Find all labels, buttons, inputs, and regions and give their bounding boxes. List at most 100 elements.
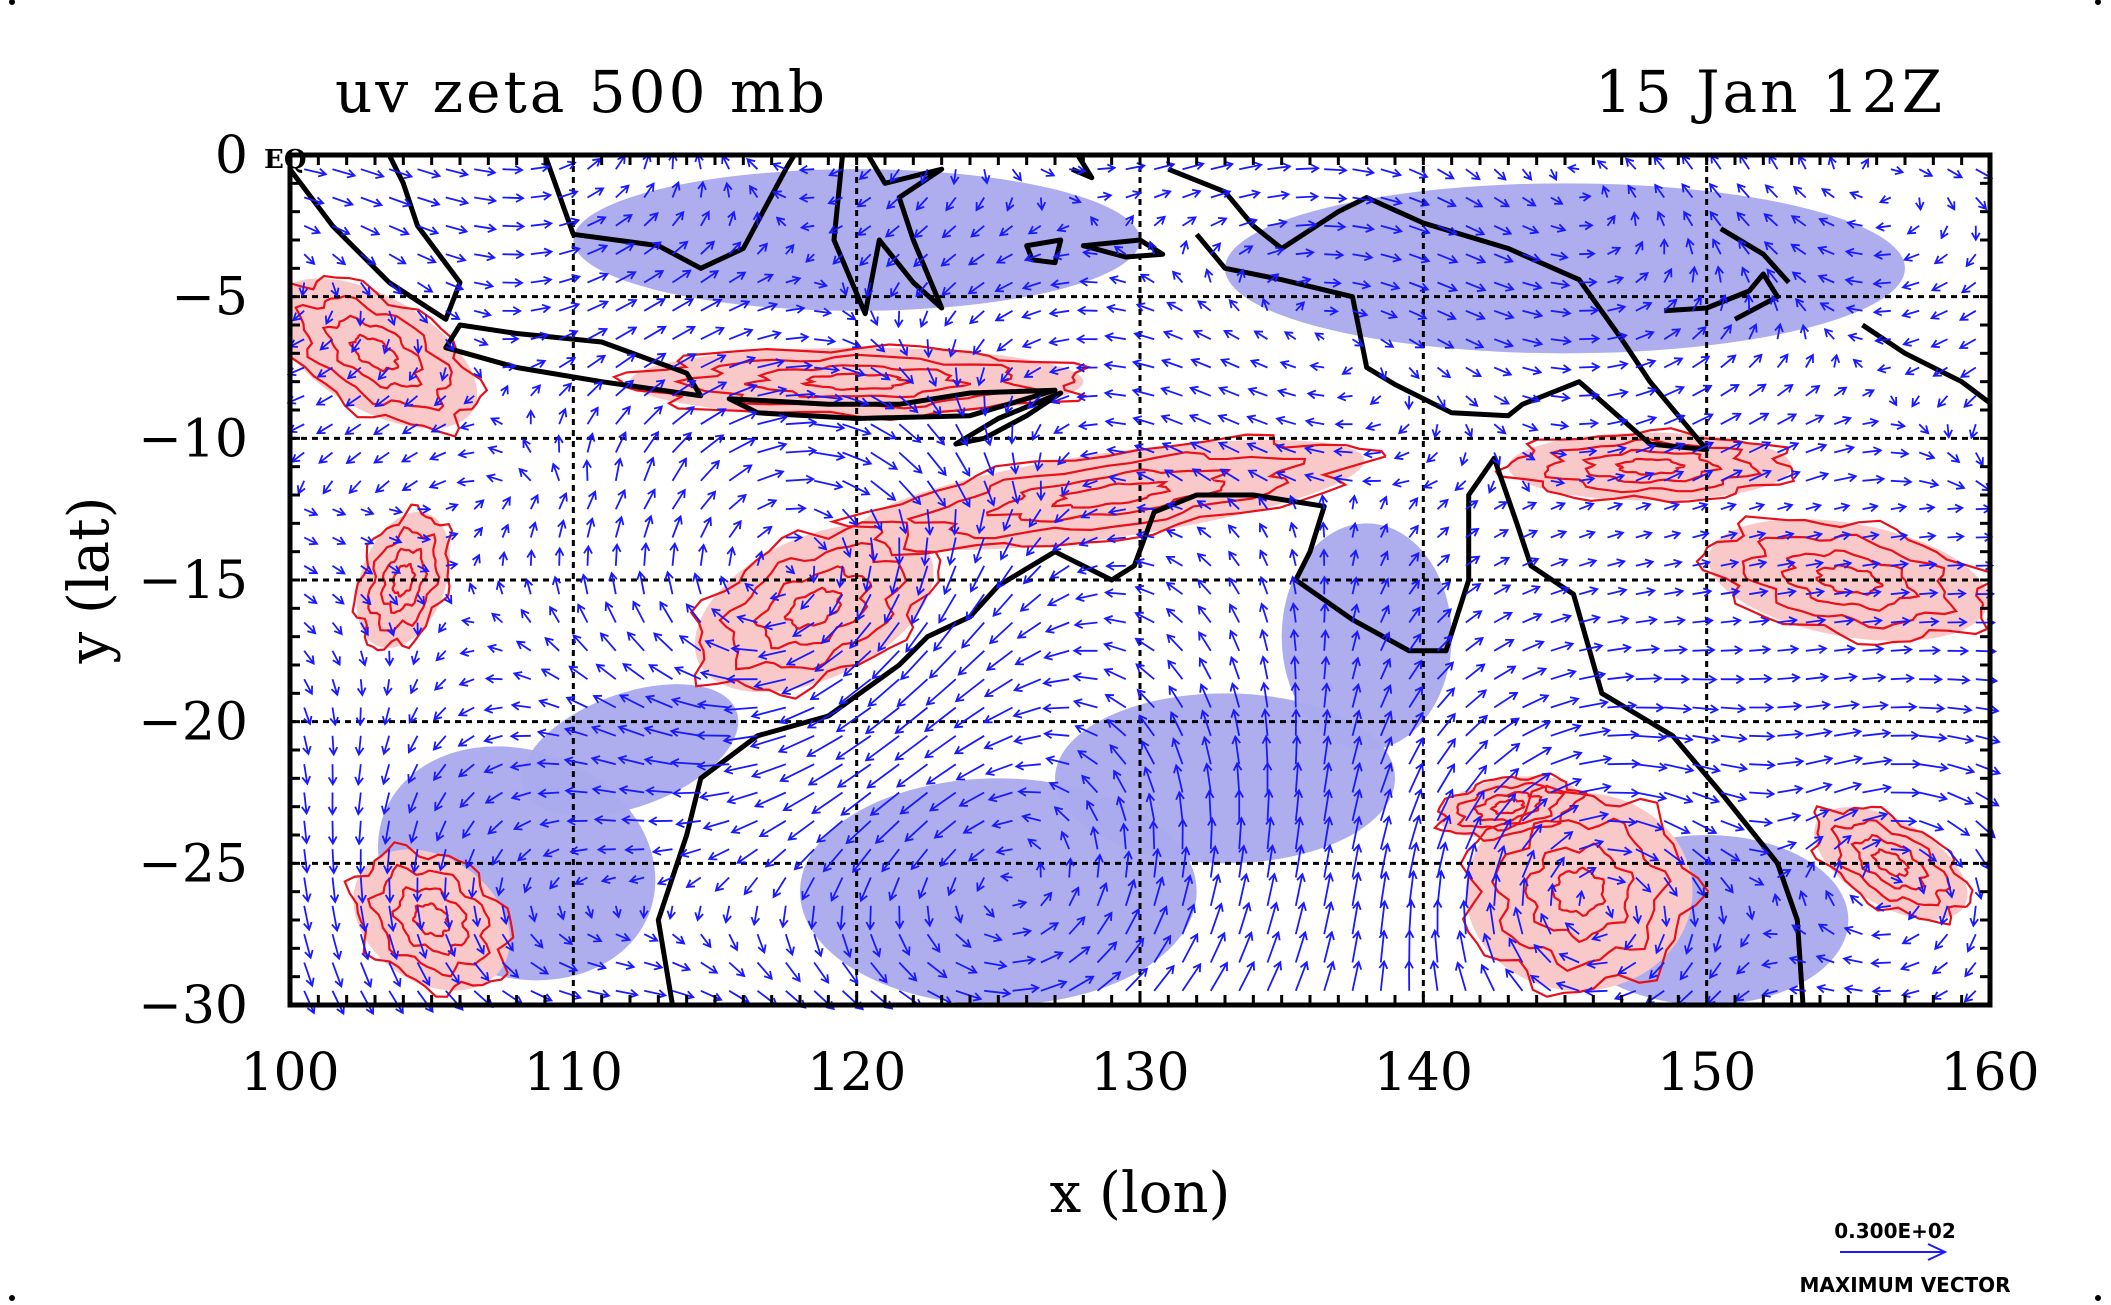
wind-vector-270 [1139,273,1155,284]
wind-vector-1128 [1664,674,1691,684]
wind-vector-1155 [696,700,730,710]
wind-vector-155 [1295,220,1318,230]
wind-vector-771 [1748,502,1766,512]
wind-vector-467 [1635,358,1657,369]
wind-vector-748 [1080,508,1098,519]
wind-vector-1381 [327,820,338,846]
wind-vector-1313 [1805,755,1834,766]
wind-vector-367 [502,334,520,344]
wind-vector-796 [756,525,773,539]
wind-vector-473 [1805,353,1814,368]
wind-vector-1322 [354,792,364,816]
wind-vector-483 [374,395,390,408]
wind-vector-1292 [1201,735,1212,765]
wind-vector-1714 [1266,930,1281,963]
wind-vector-817 [1349,521,1359,538]
wind-vector-1546 [1607,875,1627,885]
frame-ticks [288,153,1992,1007]
positive-contour-8-1 [1456,781,1566,832]
wind-vector-247 [502,278,524,288]
wind-vector-671 [614,457,624,481]
wind-vector-454 [1249,358,1268,369]
wind-vector-847 [498,550,509,566]
wind-vector-294 [1817,274,1835,284]
wind-vector-1277 [750,763,787,779]
wind-vector-1138 [1947,675,1971,685]
wind-vector-1233 [1230,708,1241,736]
wind-vector-1664 [1540,912,1552,935]
plot-title: uv zeta 500 mb [335,58,828,126]
wind-vector-1527 [1065,857,1075,878]
wind-vector-1091 [595,663,617,680]
wind-vector-87 [1068,195,1082,204]
wind-vector-591 [1748,412,1770,425]
wind-vector-1281 [866,763,900,789]
java [443,322,704,399]
wind-vector-1119 [1408,659,1423,680]
wind-vector-392 [1192,329,1212,341]
wind-vector-1626 [473,933,485,955]
x-axis-label: x (lon) [1050,1161,1231,1226]
wind-vector-1573 [666,905,676,921]
wind-vector-914 [692,572,702,595]
wind-vector-121 [332,224,351,236]
wind-vector-807 [1051,536,1070,552]
wind-vector-1175 [1290,681,1301,708]
wind-vector-712 [1777,470,1801,482]
wind-vector-923 [938,593,957,624]
wind-vector-953 [1805,587,1826,598]
wind-vector-1640 [869,933,882,958]
wind-vector-365 [445,338,455,352]
wind-vector-726 [473,499,485,510]
wind-vector-1092 [622,663,645,680]
wind-vector-203 [940,253,957,267]
wind-vector-1265 [433,763,447,782]
wind-vector-973 [659,600,674,623]
wind-vector-821 [1465,527,1480,539]
wind-vector-136 [752,211,763,226]
wind-vector-1166 [1012,706,1042,719]
wind-vector-1221 [864,735,900,762]
wind-vector-92 [1210,189,1232,199]
wind-vector-1427 [1635,819,1665,832]
wind-vector-417 [1902,337,1920,347]
wind-vector-1366 [1607,788,1641,798]
wind-vector-460 [1436,366,1452,379]
wind-vector-1044 [957,650,985,676]
wind-vector-1644 [983,933,1003,943]
wind-vector-1229 [1106,718,1127,737]
wind-vector-76 [748,184,759,199]
wind-vector-1271 [590,755,617,766]
wind-vector-0 [303,168,328,178]
positive-contour-0-1 [718,541,908,671]
wind-vector-16 [746,157,759,170]
wind-vector-1560 [303,905,313,932]
wind-vector-286 [1607,275,1625,285]
wind-vector-1569 [556,905,566,921]
wind-vector-256 [757,273,774,284]
wind-vector-1419 [1408,787,1424,822]
wind-vector-557 [785,417,818,428]
wind-vector-223 [1522,253,1542,263]
wind-vector-1071 [1749,645,1772,655]
wind-vector-335 [1295,301,1306,312]
wind-vector-1068 [1664,645,1689,655]
wind-vector-214 [1267,246,1285,256]
wind-vector-325 [994,310,1013,322]
wind-vector-193 [671,240,689,255]
wind-vector-410 [1720,324,1733,340]
wind-vector-1291 [1171,737,1184,765]
wind-vector-1084 [409,678,419,695]
wind-vector-1434 [1833,808,1859,822]
wind-vector-1398 [787,820,815,841]
wind-vector-1380 [301,820,311,845]
wind-vector-250 [587,272,610,284]
wind-vector-186 [474,251,497,262]
wind-vector-1252 [1777,729,1804,740]
wind-vector-1108 [1072,672,1098,682]
wind-vector-946 [1607,586,1628,597]
wind-vector-824 [1550,529,1568,539]
wind-vector-924 [965,593,985,622]
wind-vector-766 [1607,501,1624,511]
wind-vector-1014 [1834,616,1855,626]
